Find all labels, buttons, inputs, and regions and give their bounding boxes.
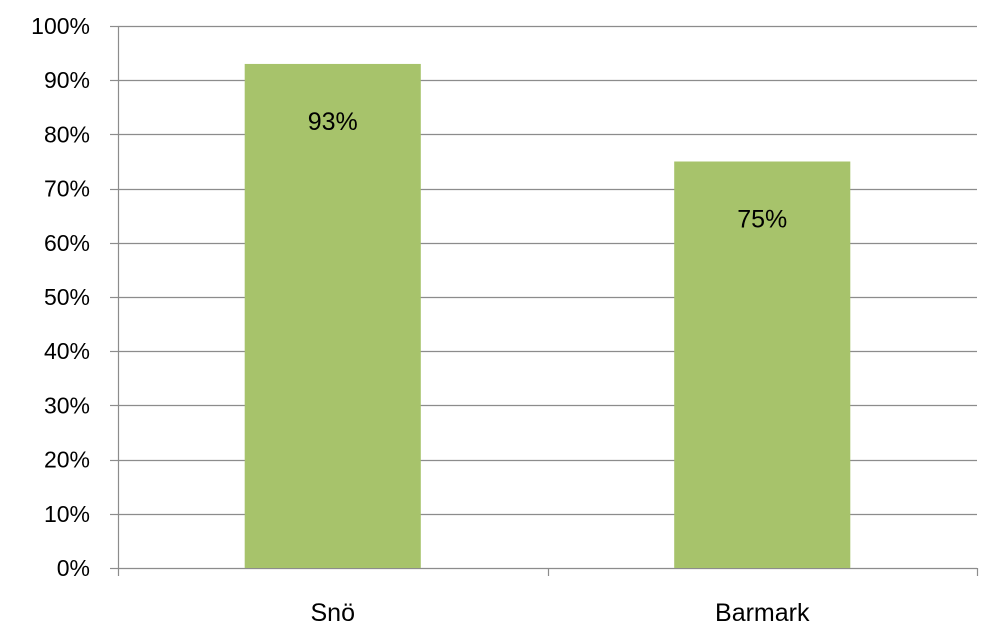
labels: 0% 10% 20% 30% 40% 50% 60% 70% 80% 90% 100% 93% Snö 7… xyxy=(31,13,810,626)
bars xyxy=(244,63,851,568)
y-tick-label: 70% xyxy=(44,176,90,202)
y-tick-label: 10% xyxy=(44,501,90,527)
axes xyxy=(110,25,979,576)
y-tick-label: 90% xyxy=(44,67,90,93)
y-tick-label: 60% xyxy=(44,230,90,256)
y-tick-label: 40% xyxy=(44,338,90,364)
x-category-label: Barmark xyxy=(715,599,810,626)
y-tick-label: 50% xyxy=(44,284,90,310)
y-tick-label: 0% xyxy=(57,555,90,581)
data-label: 93% xyxy=(308,108,358,136)
y-tick-label: 100% xyxy=(31,13,90,39)
y-tick-label: 30% xyxy=(44,392,90,418)
y-tick-label: 20% xyxy=(44,447,90,473)
data-label: 75% xyxy=(737,206,787,234)
bar-snö xyxy=(244,63,421,568)
x-category-label: Snö xyxy=(311,599,355,626)
bar-barmark xyxy=(674,161,851,568)
y-tick-label: 80% xyxy=(44,121,90,147)
